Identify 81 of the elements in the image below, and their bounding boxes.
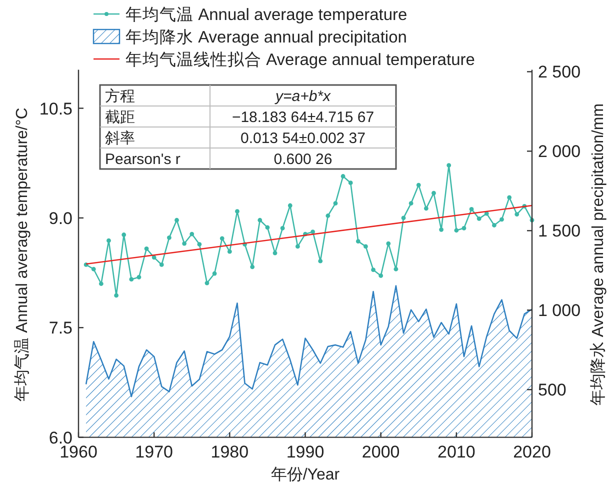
- point: [454, 228, 459, 233]
- point: [288, 203, 292, 208]
- y2-tick-label: 2 500: [538, 62, 581, 82]
- point: [272, 250, 278, 256]
- point: [356, 239, 360, 244]
- point: [500, 217, 504, 222]
- point: [310, 230, 316, 234]
- point: [492, 223, 496, 228]
- point: [514, 212, 520, 216]
- point: [476, 216, 482, 221]
- point: [106, 238, 111, 243]
- point: [462, 226, 466, 230]
- point: [227, 249, 232, 254]
- y2-tick-label: 1 500: [538, 222, 581, 241]
- point: [371, 268, 376, 272]
- point: [348, 180, 353, 186]
- x-tick-label: 2010: [438, 442, 476, 462]
- point: [159, 262, 164, 267]
- y2-axis-title: 年均降水 Average annual precipitation/mm: [589, 103, 607, 406]
- y2-tick-label: 2 000: [538, 142, 581, 162]
- point: [258, 218, 262, 222]
- legend-label: 年均气温线性拟合 Average annual temperature: [126, 50, 475, 69]
- point: [182, 241, 187, 246]
- point: [174, 218, 179, 222]
- annotation: −18.183 64±4.715 67: [232, 109, 374, 126]
- annotation: y=a+b*x: [274, 88, 332, 105]
- y-tick-label: 7.5: [48, 318, 72, 338]
- point: [394, 266, 398, 272]
- point: [333, 201, 338, 206]
- point: [280, 226, 285, 230]
- point: [250, 264, 255, 270]
- point: [507, 195, 512, 200]
- point: [295, 244, 300, 249]
- point: [364, 244, 368, 249]
- point: [204, 280, 210, 286]
- annotation: 斜率: [105, 130, 135, 147]
- x-tick-label: 2020: [513, 442, 551, 462]
- point: [424, 206, 428, 211]
- y-tick-label: 9.0: [48, 208, 72, 228]
- point: [386, 241, 391, 246]
- point: [144, 246, 149, 251]
- y-tick-label: 10.5: [39, 99, 72, 118]
- point: [265, 225, 270, 230]
- point: [318, 258, 323, 264]
- point: [446, 163, 452, 168]
- point: [326, 214, 330, 218]
- point: [212, 271, 217, 276]
- point: [167, 235, 172, 240]
- point: [136, 274, 142, 280]
- annotation: 0.013 54±0.002 37: [240, 130, 366, 147]
- point: [114, 293, 118, 298]
- x-tick-label: 2000: [362, 442, 400, 462]
- x-tick-label: 1990: [286, 442, 324, 462]
- point: [401, 216, 406, 220]
- point: [91, 266, 96, 272]
- point: [408, 201, 414, 206]
- annotation: Pearson's r: [105, 151, 180, 168]
- point: [129, 277, 134, 282]
- point: [439, 227, 444, 232]
- y2-tick-label: 500: [538, 380, 566, 400]
- annotation: 方程: [105, 88, 135, 105]
- y2-tick-label: 1 000: [538, 301, 581, 320]
- legend-label: 年均气温 Annual average temperature: [126, 6, 408, 24]
- legend-label: 年均降水 Average annual precipitation: [126, 28, 407, 46]
- point: [98, 282, 104, 286]
- x-tick-label: 1980: [210, 442, 249, 462]
- point: [122, 232, 126, 237]
- point: [220, 236, 224, 241]
- point: [340, 174, 346, 178]
- point: [197, 242, 202, 246]
- annotation: 截距: [105, 109, 135, 126]
- x-axis-title: 年份/Year: [270, 466, 340, 484]
- point: [416, 182, 421, 188]
- point: [190, 232, 194, 236]
- point: [378, 274, 384, 278]
- point: [432, 190, 436, 196]
- point: [469, 206, 474, 212]
- annotation: 0.600 26: [274, 151, 332, 168]
- x-tick-label: 1970: [135, 442, 173, 462]
- y-axis-title: 年均气温 Annual average temperature/°C: [14, 108, 31, 402]
- point: [235, 209, 240, 214]
